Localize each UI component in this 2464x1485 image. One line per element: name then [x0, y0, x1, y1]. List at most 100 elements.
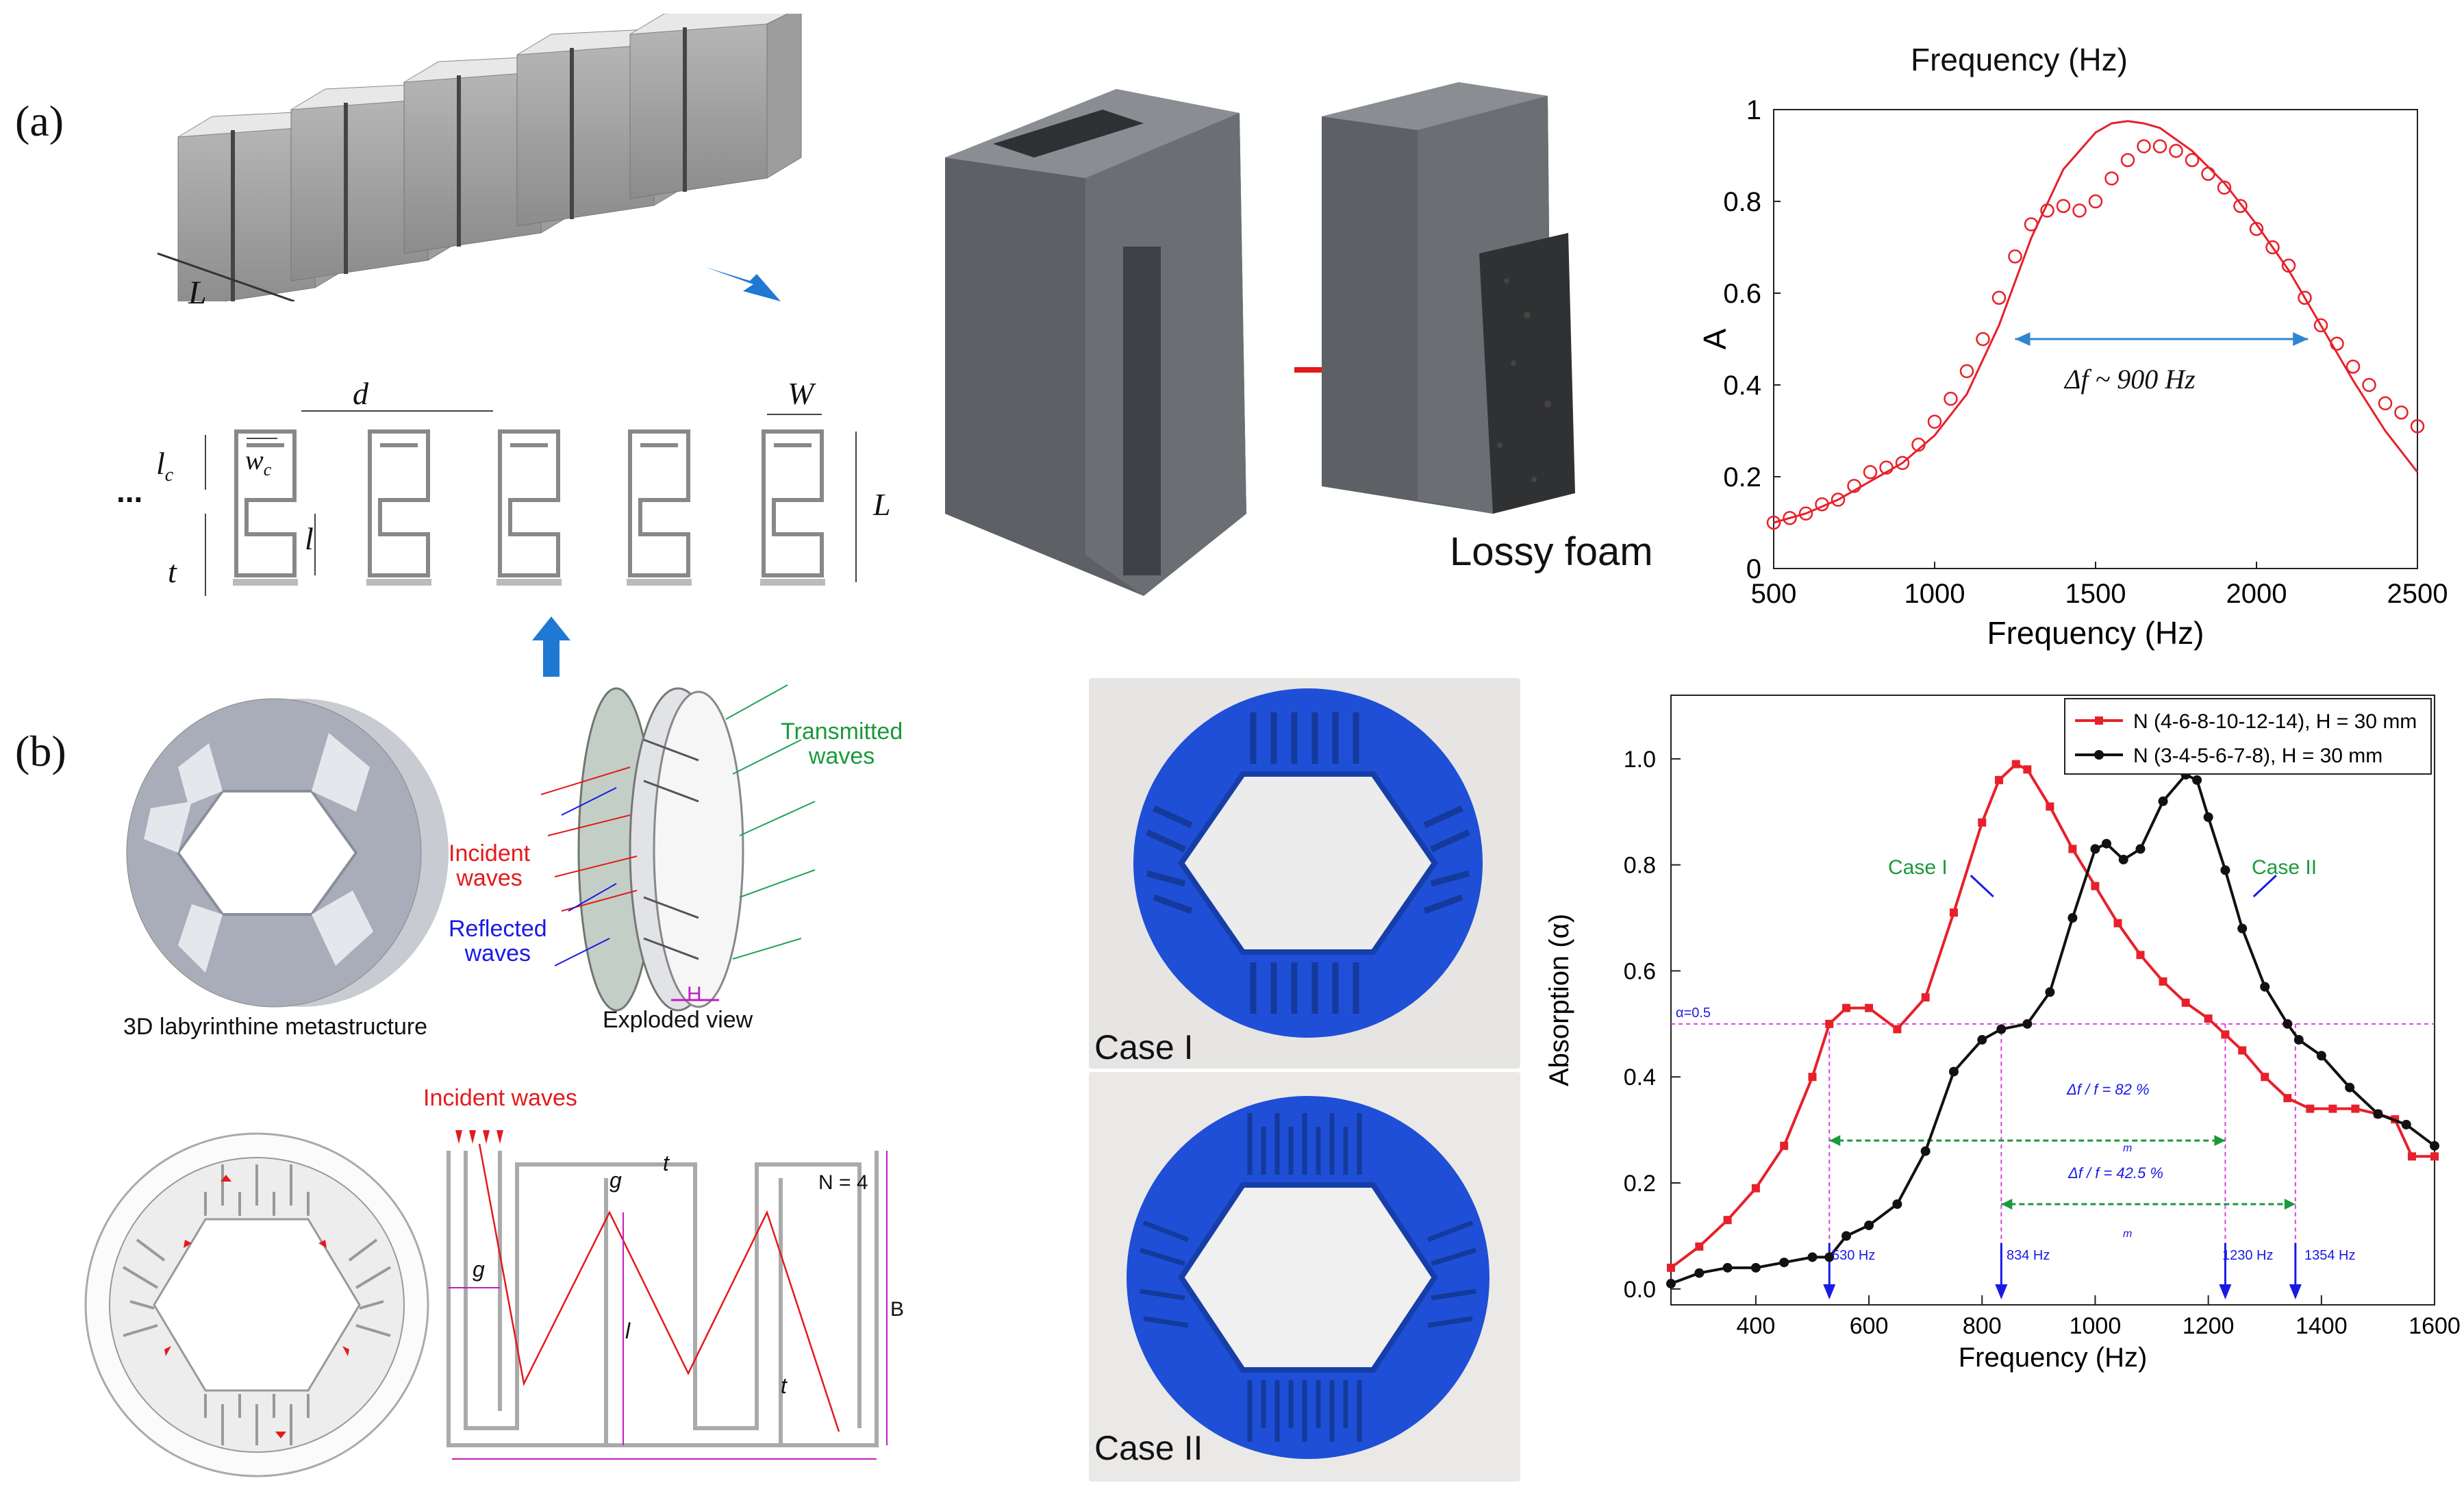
x-tick-label: 2000	[2226, 579, 2287, 609]
data-point-marker	[1865, 1003, 1874, 1012]
data-point-marker	[2283, 1019, 2293, 1029]
data-point-marker	[2373, 1109, 2383, 1119]
blue-ring-case2	[1127, 1096, 1489, 1459]
data-point-marker	[2238, 1046, 2247, 1055]
case1-pointer	[1970, 875, 1994, 898]
data-point-marker	[2040, 203, 2054, 218]
chart-b-bandwidth2-label: Δf / f = 42.5 %	[2068, 1164, 2163, 1182]
data-point-marker	[2023, 765, 2032, 774]
data-point-marker	[1991, 290, 2007, 305]
label-g-left: g	[473, 1257, 485, 1282]
data-point-marker	[2056, 199, 2071, 213]
data-point-marker	[1978, 818, 1987, 827]
x-tick-label: 1000	[2070, 1313, 2122, 1339]
chart-b-case2-label: Case II	[2252, 856, 2317, 879]
data-point-marker	[2201, 166, 2215, 182]
label-L-right: L	[873, 487, 891, 522]
x-axis-label: Frequency (Hz)	[1987, 615, 2204, 651]
legend-swatch-marker	[2094, 750, 2104, 760]
legend-entry: N (3-4-5-6-7-8), H = 30 mm	[2133, 745, 2383, 767]
chart-b-f834-label: 834 Hz	[2007, 1248, 2050, 1263]
data-point-marker	[2045, 987, 2055, 997]
unit-cell-cross-section	[205, 410, 857, 596]
cross-section-cell	[233, 429, 298, 586]
y-tick-label: 0.8	[1624, 853, 1656, 879]
frequency-marker-arrowhead	[1995, 1284, 2008, 1299]
lossy-foam-label: Lossy foam	[1450, 529, 1653, 574]
chart-a-top-title: Frequency (Hz)	[1911, 42, 2128, 77]
y-axis-label: A	[1697, 328, 1733, 349]
data-point-marker	[1766, 515, 1781, 530]
label-l-channel: l	[625, 1319, 631, 1343]
bottom-incident-waves-label: Incident waves	[423, 1085, 577, 1111]
chart-a-bandwidth-label: Δf ~ 900 Hz	[2065, 364, 2196, 395]
data-point-marker	[1666, 1279, 1676, 1289]
data-point-marker	[2068, 845, 2077, 853]
x-tick-label: 800	[1963, 1313, 2002, 1339]
data-point-marker	[1927, 414, 1942, 429]
label-lc: lc	[156, 446, 174, 486]
label-H-exploded: H	[687, 983, 702, 1006]
data-point-marker	[2152, 139, 2167, 153]
bandwidth-arrowhead-right	[2284, 1198, 2296, 1210]
data-point-marker	[1976, 332, 1990, 347]
series-line-2	[1670, 773, 2436, 1285]
label-W: W	[788, 376, 814, 411]
panel-label-b: (b)	[15, 727, 66, 775]
data-point-marker	[2091, 882, 2100, 890]
label-ellipsis: ...	[116, 473, 143, 509]
label-g-top: g	[609, 1168, 622, 1193]
data-point-marker	[1895, 456, 1910, 471]
data-point-marker	[1780, 1141, 1789, 1150]
incident-waves-label: Incident waves	[449, 840, 531, 891]
legend-entry: N (4-6-8-10-12-14), H = 30 mm	[2133, 710, 2417, 733]
chart-b-bandwidth2-sub: m	[2123, 1228, 2133, 1240]
data-point-marker	[2362, 377, 2376, 392]
bandwidth-arrowhead-right	[2214, 1135, 2226, 1147]
incident-arrow-3d	[705, 267, 781, 301]
data-point-marker	[1783, 511, 1797, 525]
frequency-marker-arrowhead	[2219, 1284, 2232, 1299]
case1-photo-label: Case I	[1094, 1028, 1194, 1066]
y-tick-label: 0.4	[1723, 371, 1761, 401]
y-tick-label: 1	[1746, 95, 1761, 125]
data-point-marker	[2011, 760, 2020, 769]
transmitted-wave-arrows	[725, 684, 816, 960]
data-point-marker	[2090, 844, 2100, 854]
x-tick-label: 500	[1751, 579, 1797, 609]
data-point-marker	[2328, 1104, 2337, 1113]
data-point-marker	[2430, 1140, 2439, 1151]
data-point-marker	[1694, 1268, 1705, 1278]
y-tick-label: 0.8	[1723, 187, 1761, 217]
data-point-marker	[2135, 844, 2146, 854]
y-tick-label: 0.2	[1723, 462, 1761, 492]
data-point-marker	[2378, 396, 2393, 411]
data-point-marker	[1847, 479, 1861, 493]
bandwidth-arrowhead-right	[2293, 332, 2309, 346]
data-point-marker	[2072, 203, 2087, 218]
exploded-view	[540, 684, 816, 1012]
x-tick-label: 1200	[2183, 1313, 2235, 1339]
data-point-marker	[2401, 1119, 2411, 1130]
data-point-marker	[2159, 977, 2167, 986]
data-point-marker	[2249, 221, 2264, 236]
data-point-marker	[1920, 1146, 1931, 1156]
data-point-marker	[2046, 802, 2054, 811]
data-point-marker	[2181, 998, 2190, 1007]
legend-swatch-marker	[2095, 716, 2103, 725]
chart-b-f530-label: 530 Hz	[1832, 1248, 1876, 1263]
data-point-marker	[1864, 1220, 1874, 1230]
data-point-marker	[1944, 391, 1958, 406]
data-point-marker	[2330, 336, 2344, 351]
y-tick-label: 1.0	[1624, 747, 1656, 773]
chart-b-f1354-label: 1354 Hz	[2304, 1248, 2356, 1263]
data-point-marker	[2136, 951, 2145, 960]
data-point-marker	[2351, 1104, 2360, 1113]
y-tick-label: 0.6	[1624, 958, 1656, 984]
data-point-marker	[2233, 199, 2248, 213]
data-point-marker	[2260, 982, 2270, 992]
label-wc: wc	[245, 445, 272, 479]
bandwidth-arrowhead-left	[1829, 1135, 1841, 1147]
data-point-marker	[1996, 1024, 2007, 1034]
chart-absorption-b: 400 600 800 1000 1200 1400 1600 0.0 0.2 0.4 0.6 0.8…	[1544, 695, 2461, 1373]
